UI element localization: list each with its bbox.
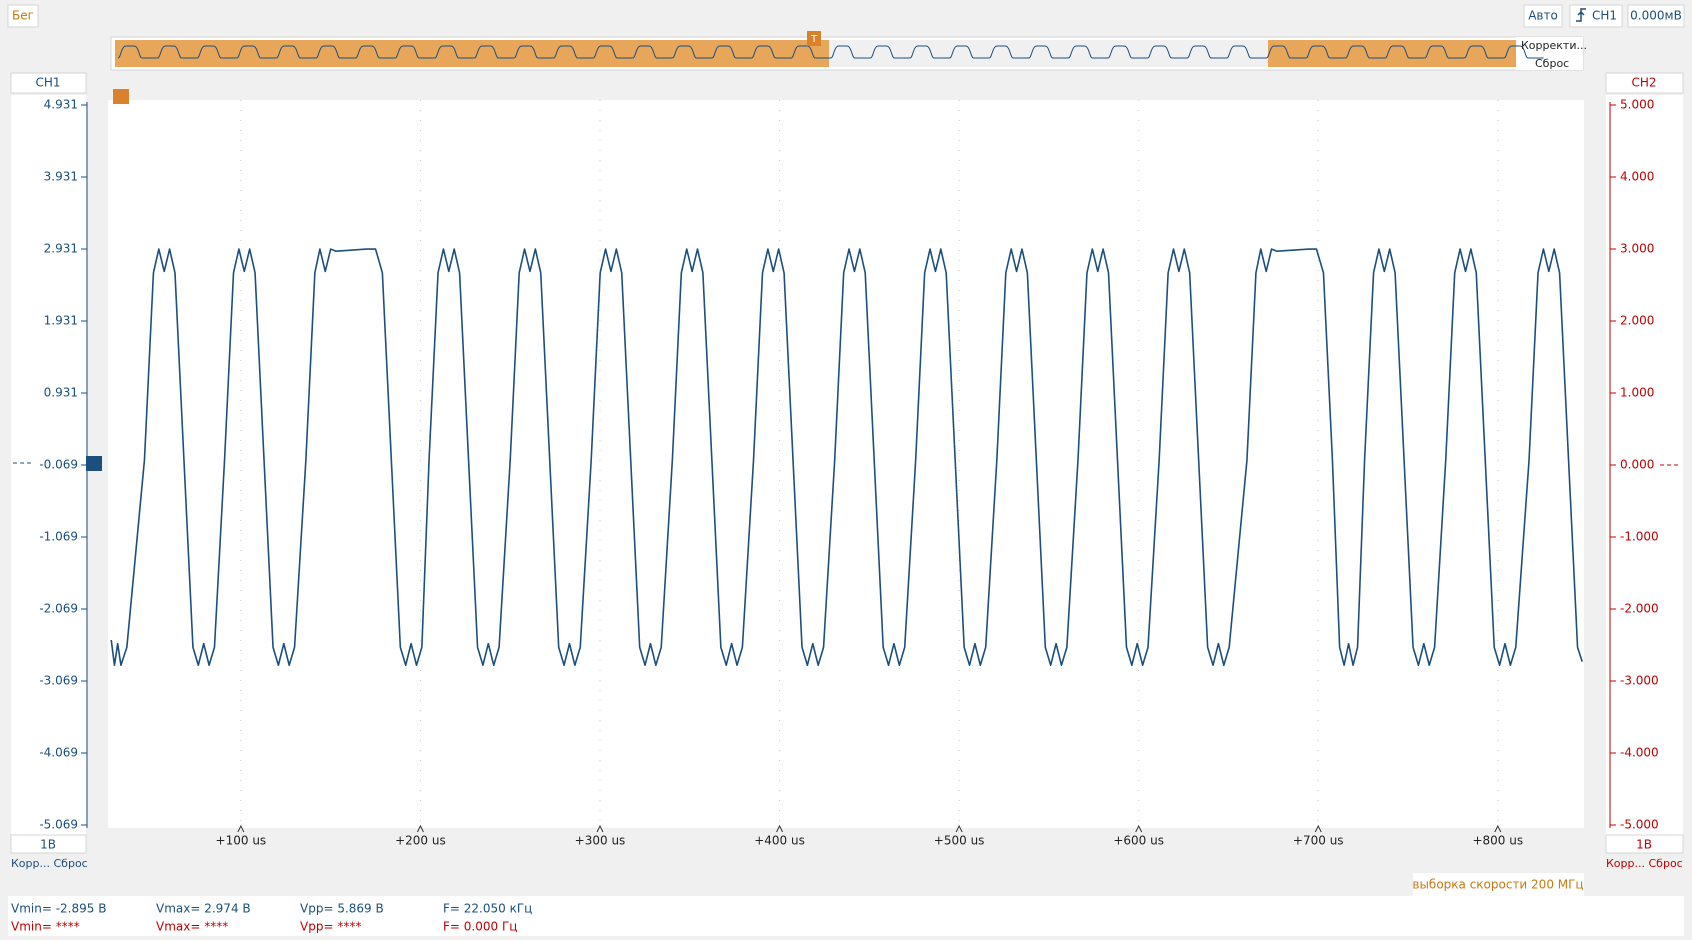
trigger-level: 0.000мВ [1630,9,1682,23]
plot-area [108,100,1584,828]
left-axis-panel [11,95,86,835]
y2-tick-label: -1.000 [1620,530,1659,544]
ch1-level-marker[interactable] [86,456,102,471]
right-scale: 1В [1636,838,1652,852]
y2-tick-label: -5.000 [1620,818,1659,832]
x-tick [1494,824,1502,833]
y-tick-label: -2.069 [39,602,78,616]
y2-tick-label: 3.000 [1620,242,1654,256]
minimap-reset[interactable]: Сброс [1535,57,1569,70]
x-tick-label: +400 us [754,834,805,848]
mode-label: Авто [1528,9,1558,23]
x-tick-label: +500 us [934,834,985,848]
run-label: Бег [12,9,34,23]
x-tick [237,824,245,833]
trigger-source-button[interactable] [1569,4,1623,28]
x-tick-label: +100 us [216,834,267,848]
y2-tick-label: 2.000 [1620,314,1654,328]
minimap-highlight [1268,40,1516,67]
y-tick-label: -0.069 [39,458,78,472]
stat: Vpp= **** [300,920,361,934]
x-tick-label: +800 us [1472,834,1523,848]
x-tick [416,824,424,833]
stat: F= 22.050 кГц [443,902,532,916]
y2-tick-label: 1.000 [1620,386,1654,400]
minimap-highlight [115,40,829,67]
x-tick-label: +600 us [1113,834,1164,848]
minimap-menu [1516,37,1583,70]
stat: Vmax= 2.974 В [156,902,251,916]
trigger-marker-icon: T [810,34,818,45]
trigger-edge-icon [1576,8,1586,22]
y2-tick-label: 0.000 [1620,458,1654,472]
y2-tick-label: -2.000 [1620,602,1659,616]
x-tick [955,824,963,833]
minimap[interactable] [110,36,1584,71]
y-tick-label: -1.069 [39,530,78,544]
trigger-source: CH1 [1592,9,1617,23]
stat: Vmax= **** [156,920,228,934]
waveform [110,248,1583,667]
y-tick-label: 0.931 [44,386,78,400]
stats: Vmin= -2.895 В Vmax= 2.974 В Vpp= 5.869 В F… [11,902,532,934]
left-scale: 1В [40,838,56,852]
right-scale-box[interactable] [1605,834,1684,854]
y-tick-label: 2.931 [44,242,78,256]
stat: F= 0.000 Гц [443,920,517,934]
stat: Vpp= 5.869 В [300,902,384,916]
minimap-trace [117,45,1544,59]
x-tick [1135,824,1143,833]
left-panel-buttons[interactable]: Корр... Сброс [11,857,88,870]
y2-tick-label: 5.000 [1620,98,1654,112]
x-tick-label: +200 us [395,834,446,848]
x-tick [776,824,784,833]
ch1-header[interactable] [10,72,87,94]
y2-tick-label: -4.000 [1620,746,1659,760]
time-marker[interactable] [113,89,129,104]
mode-button[interactable] [1523,4,1563,28]
stat: Vmin= **** [11,920,80,934]
y-tick-label: 1.931 [44,314,78,328]
x-tick [1314,824,1322,833]
trigger-level-button[interactable] [1627,4,1685,28]
trigger-marker[interactable] [807,31,821,46]
y-tick-label: -4.069 [39,746,78,760]
stats-panel [8,896,1684,936]
x-tick-label: +700 us [1293,834,1344,848]
y-tick-label: 4.931 [44,98,78,112]
y2-tick-label: 4.000 [1620,170,1654,184]
y-tick-label: 3.931 [44,170,78,184]
ch2-label: CH2 [1631,76,1656,90]
left-scale-box[interactable] [10,834,87,854]
right-panel-buttons[interactable]: Корр... Сброс [1606,857,1683,870]
y-tick-label: -5.069 [39,818,78,832]
minimap-menu-label[interactable]: Корректи... [1521,39,1587,52]
x-tick [596,824,604,833]
y2-tick-label: -3.000 [1620,674,1659,688]
y-tick-label: -3.069 [39,674,78,688]
ch2-header[interactable] [1605,72,1684,94]
sample-rate-box [1413,873,1584,896]
stat: Vmin= -2.895 В [11,902,106,916]
x-tick-label: +300 us [575,834,626,848]
ch1-label: CH1 [35,76,60,90]
minimap-window [829,40,1268,67]
sample-rate: выборка скорости 200 МГц [1412,878,1583,892]
run-button[interactable] [7,4,39,28]
